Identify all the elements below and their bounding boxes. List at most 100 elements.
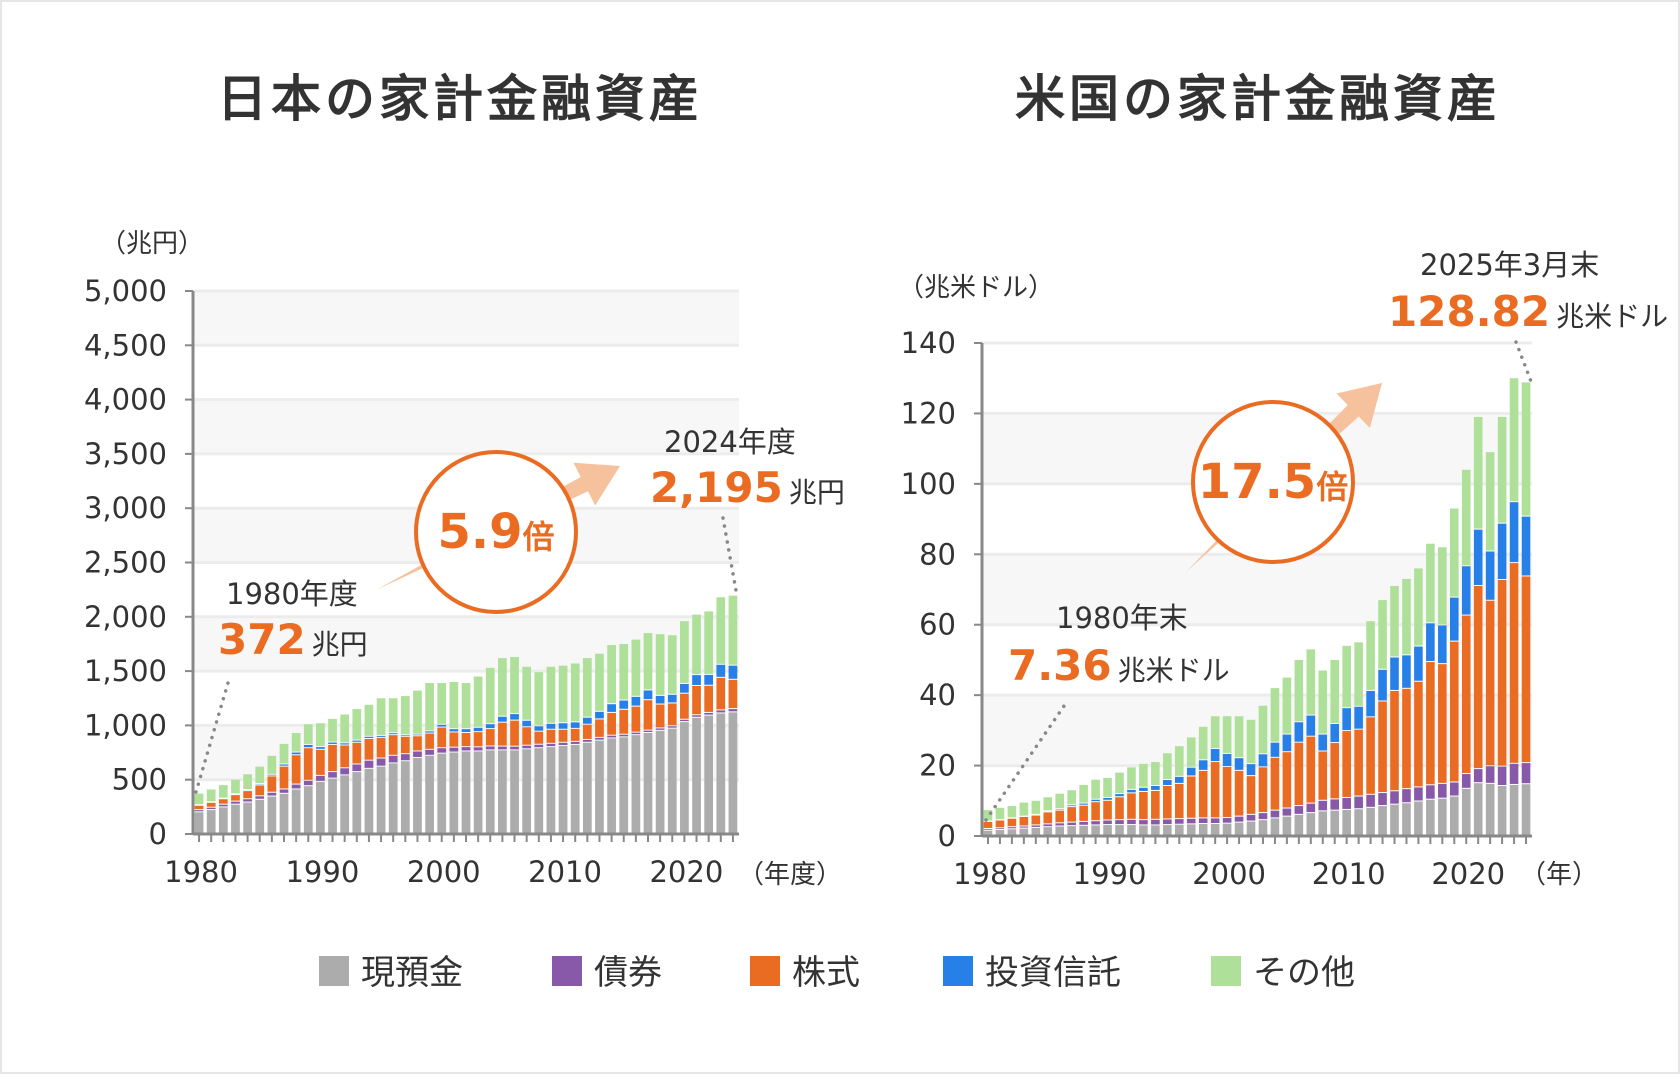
bar-segment-cash	[1438, 798, 1447, 835]
bar-segment-funds	[1067, 805, 1076, 807]
bar-segment-funds	[1270, 742, 1280, 757]
bar-segment-cash	[1366, 807, 1375, 835]
bar-segment-funds	[1426, 623, 1435, 662]
bar-segment-cash	[1473, 783, 1483, 835]
x-tick-label: 1990	[285, 855, 359, 889]
bar-segment-stocks	[1270, 757, 1280, 810]
bar-segment-stocks	[243, 791, 252, 799]
bar-segment-funds	[1402, 655, 1411, 688]
bar-segment-funds	[607, 704, 616, 712]
bar-segment-bonds	[1115, 820, 1124, 825]
bar-segment-funds	[1234, 758, 1244, 770]
bar-segment-cash	[1007, 829, 1017, 835]
legend-swatch-stocks	[750, 956, 780, 986]
multiple-circle	[1191, 400, 1355, 564]
bar-segment-funds	[449, 729, 459, 732]
bar-segment-stocks	[1354, 729, 1363, 796]
bar-segment-stocks	[352, 742, 362, 764]
bar-segment-bonds	[194, 810, 204, 812]
bar-segment-funds	[413, 734, 422, 736]
bar-segment-other	[328, 718, 337, 742]
bar-segment-stocks	[328, 744, 337, 772]
bar-segment-other	[1294, 659, 1304, 722]
bar-segment-stocks	[206, 802, 216, 807]
bar-segment-other	[704, 611, 714, 674]
bar-segment-bonds	[328, 772, 337, 778]
legend-swatch-bonds	[552, 956, 582, 986]
bar-segment-other	[643, 633, 653, 690]
bar-segment-cash	[1306, 813, 1316, 835]
legend-swatch-other	[1211, 956, 1241, 986]
bar-segment-other	[498, 658, 507, 716]
grid-band	[193, 399, 739, 454]
bar-segment-bonds	[522, 745, 532, 749]
bar-segment-other	[1234, 716, 1244, 758]
bar-segment-bonds	[279, 789, 289, 793]
bar-segment-bonds	[316, 775, 325, 781]
bar-segment-funds	[546, 723, 556, 729]
bar-segment-bonds	[667, 726, 677, 728]
bar-segment-stocks	[364, 738, 374, 760]
bar-segment-cash	[1103, 825, 1112, 835]
bar-segment-other	[461, 683, 471, 729]
bar-segment-cash	[1091, 825, 1100, 835]
bar-segment-bonds	[1294, 806, 1304, 814]
bar-segment-cash	[607, 738, 616, 833]
multiple-label: 5.9倍	[437, 504, 554, 560]
x-tick-label: 2020	[649, 855, 723, 889]
bar-segment-cash	[316, 781, 325, 833]
bar-segment-cash	[303, 786, 313, 833]
bar-segment-cash	[352, 772, 362, 833]
bar-segment-stocks	[728, 679, 738, 709]
bar-segment-bonds	[352, 764, 362, 772]
bar-segment-bonds	[388, 755, 398, 763]
bar-segment-cash	[473, 751, 483, 833]
bar-segment-bonds	[218, 804, 228, 807]
bar-segment-cash	[643, 733, 653, 833]
bar-segment-stocks	[570, 728, 580, 741]
bar-segment-stocks	[1449, 641, 1459, 782]
bar-segment-funds	[1438, 625, 1447, 664]
bar-segment-cash	[1067, 826, 1076, 835]
bar-segment-other	[1174, 746, 1184, 776]
bar-segment-cash	[1055, 826, 1065, 835]
bar-segment-stocks	[1007, 818, 1017, 827]
bar-segment-bonds	[1198, 818, 1208, 824]
bar-segment-other	[619, 643, 629, 700]
bar-segment-other	[1354, 642, 1363, 706]
bar-segment-cash	[1079, 825, 1088, 835]
bar-segment-stocks	[655, 704, 665, 728]
bar-segment-other	[1210, 716, 1220, 749]
bar-segment-cash	[1414, 801, 1423, 835]
bar-segment-bonds	[1461, 774, 1471, 788]
bar-segment-stocks	[558, 729, 568, 742]
bar-segment-bonds	[1007, 827, 1017, 829]
bar-segment-bonds	[1234, 816, 1244, 822]
bar-segment-stocks	[1509, 563, 1519, 763]
bar-segment-funds	[425, 731, 434, 733]
bar-segment-other	[485, 667, 495, 724]
bar-segment-funds	[728, 665, 738, 679]
bar-segment-bonds	[400, 754, 410, 761]
y-tick-label: 0	[149, 817, 167, 851]
bar-segment-funds	[364, 736, 374, 738]
legend-label-stocks: 株式	[792, 953, 860, 993]
bar-segment-funds	[680, 683, 689, 693]
bar-segment-other	[510, 656, 519, 714]
bar-segment-bonds	[461, 747, 471, 751]
bar-segment-funds	[1485, 551, 1495, 600]
bar-segment-other	[376, 698, 386, 735]
legend-label-bonds: 債券	[594, 953, 662, 993]
start-unit: 兆円	[312, 628, 368, 661]
bar-segment-stocks	[1282, 752, 1292, 808]
y-tick-label: 1,500	[84, 654, 167, 688]
bar-segment-stocks	[303, 748, 313, 780]
bar-segment-bonds	[1354, 796, 1363, 809]
bar-segment-other	[1461, 469, 1471, 566]
bar-segment-bonds	[1473, 769, 1483, 783]
bar-segment-stocks	[534, 731, 544, 744]
bar-segment-bonds	[1270, 810, 1280, 818]
bar-segment-bonds	[1426, 785, 1435, 799]
bar-segment-bonds	[983, 828, 993, 830]
bar-segment-bonds	[1485, 766, 1495, 783]
